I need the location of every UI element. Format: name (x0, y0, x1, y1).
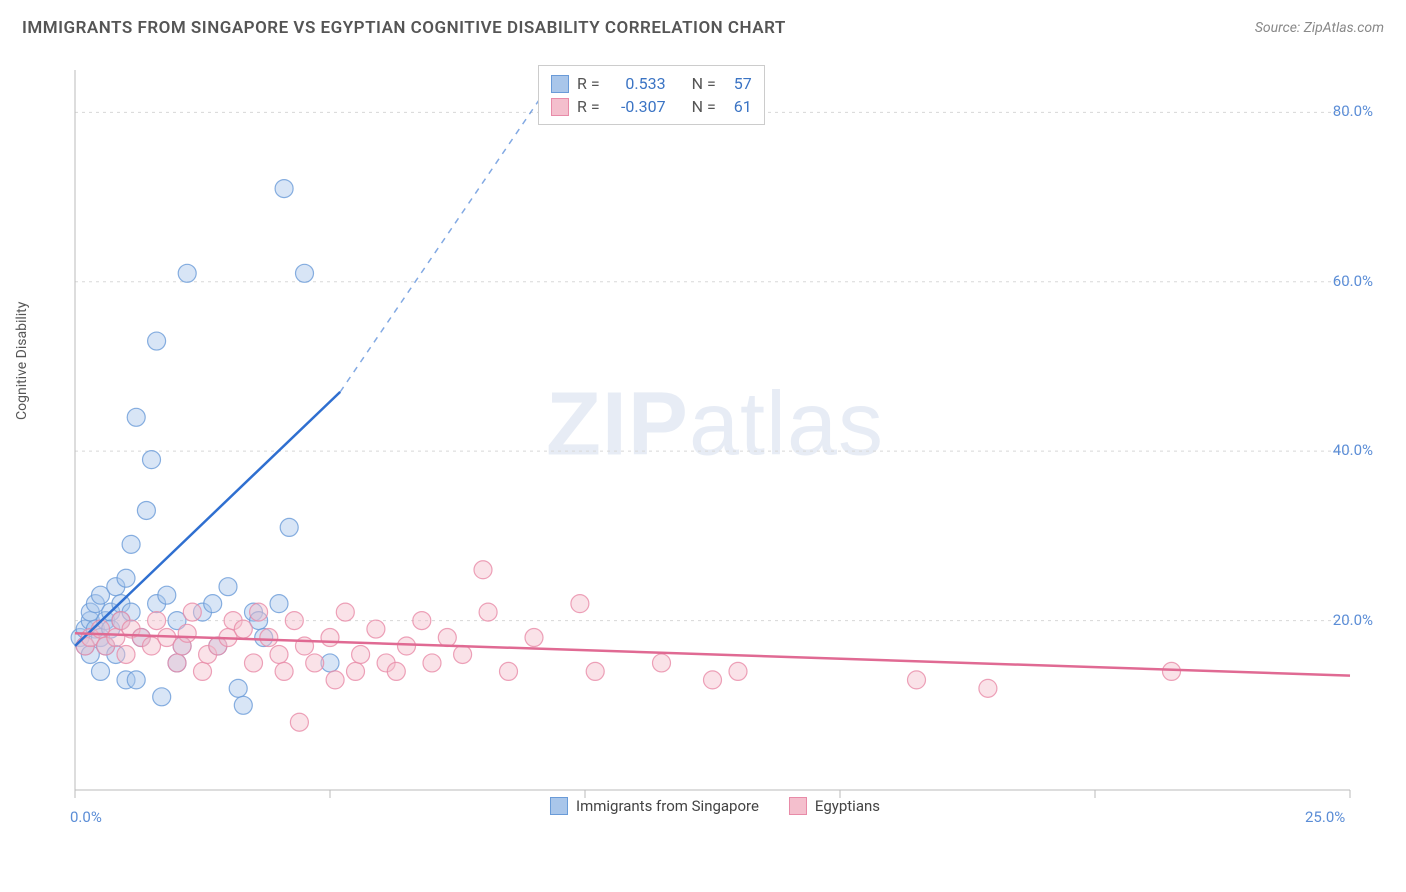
y-tick-label: 80.0% (1333, 102, 1373, 120)
source-attribution: Source: ZipAtlas.com (1255, 20, 1384, 36)
n-label: N = (692, 74, 716, 93)
legend-label-singapore: Immigrants from Singapore (576, 797, 759, 815)
y-tick-label: 40.0% (1333, 441, 1373, 459)
n-value-egyptians: 61 (724, 97, 752, 116)
x-tick-label: 0.0% (70, 808, 102, 826)
chart-title: IMMIGRANTS FROM SINGAPORE VS EGYPTIAN CO… (22, 18, 786, 38)
legend-swatch-singapore (551, 75, 569, 93)
header: IMMIGRANTS FROM SINGAPORE VS EGYPTIAN CO… (0, 0, 1406, 48)
bottom-legend: Immigrants from Singapore Egyptians (550, 797, 880, 815)
legend-item-singapore: Immigrants from Singapore (550, 797, 759, 815)
r-label: R = (577, 74, 600, 93)
correlation-stats-box: R = 0.533 N = 57 R = -0.307 N = 61 (538, 65, 765, 125)
stats-row-egyptians: R = -0.307 N = 61 (551, 95, 752, 118)
r-value-egyptians: -0.307 (608, 97, 666, 116)
stats-row-singapore: R = 0.533 N = 57 (551, 72, 752, 95)
legend-swatch-egyptians (551, 98, 569, 116)
legend-item-egyptians: Egyptians (789, 797, 880, 815)
x-tick-label: 25.0% (1305, 808, 1345, 826)
n-label: N = (692, 97, 716, 116)
r-label: R = (577, 97, 600, 116)
legend-swatch-egyptians (789, 797, 807, 815)
y-tick-label: 20.0% (1333, 611, 1373, 629)
legend-swatch-singapore (550, 797, 568, 815)
scatter-chart (55, 60, 1375, 820)
y-tick-label: 60.0% (1333, 272, 1373, 290)
n-value-singapore: 57 (724, 74, 752, 93)
legend-label-egyptians: Egyptians (815, 797, 880, 815)
chart-area: ZIPatlas 20.0% 40.0% 60.0% 80.0% 0.0% 25… (55, 60, 1375, 820)
r-value-singapore: 0.533 (608, 74, 666, 93)
y-axis-label: Cognitive Disability (14, 302, 30, 420)
